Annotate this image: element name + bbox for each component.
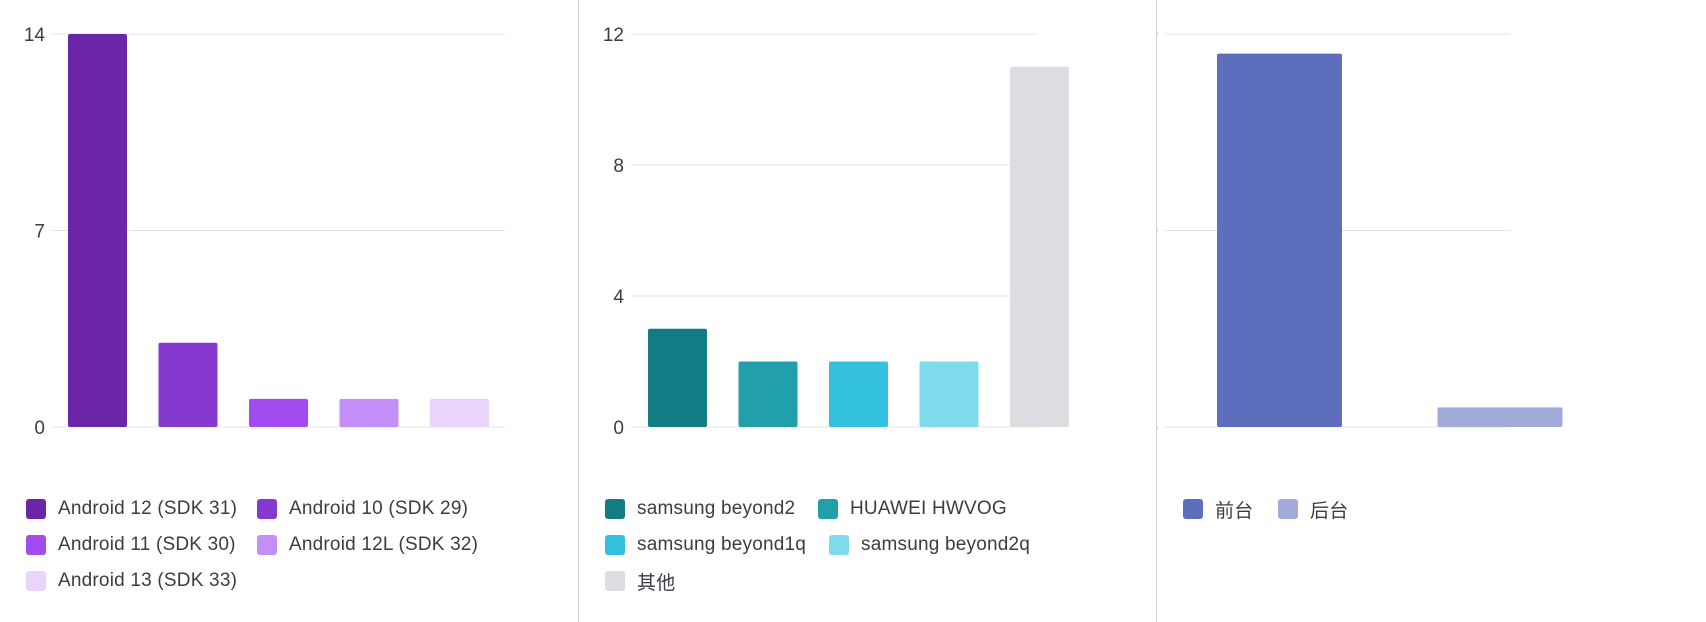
y-tick-label: 0 [613,418,624,439]
bar-android-10-sdk-29-[interactable] [158,342,218,427]
y-tick-label: 0 [34,418,45,439]
bar-其他[interactable] [1010,66,1069,427]
legend-item[interactable]: samsung beyond2 [605,497,795,521]
legend-swatch [1278,499,1298,519]
bar-chart-android-version: 0 7 14 [24,25,505,439]
chart-panel-foreground-background: 0 10 20 前台 后台 [1156,0,1706,622]
legend-label: 后台 [1310,500,1349,522]
y-tick-label: 7 [34,222,45,243]
legend-item[interactable]: 前台 [1183,497,1254,522]
legend-swatch [26,499,46,519]
legend-item[interactable]: Android 12 (SDK 31) [26,497,237,521]
legend-label: Android 10 (SDK 29) [289,498,469,519]
y-tick-label: 20 [1157,25,1158,46]
bar-android-13-sdk-33-[interactable] [430,398,489,427]
bar-samsung-beyond2[interactable] [648,328,707,427]
legend-label: 其他 [637,572,676,594]
chart-panel-android-version: 0 7 14 Android 12 (SDK 31) Android 10 (SDK … [0,0,578,622]
bar-android-12l-sdk-32-[interactable] [339,398,399,427]
chart-panel-device-model: 0 4 8 12 samsung beyond2 HUAWEI HWVOG samsung… [578,0,1157,622]
legend-item[interactable]: Android 10 (SDK 29) [257,497,468,521]
bar-前台[interactable] [1217,53,1342,428]
legend-swatch [605,499,625,519]
legend-item[interactable]: Android 11 (SDK 30) [26,533,236,557]
legend-swatch [26,535,46,555]
legend-label: samsung beyond2q [861,534,1031,555]
legend-swatch [605,571,625,591]
legend-swatch [605,535,625,555]
legend-label: samsung beyond1q [637,534,807,555]
bar-samsung-beyond2q[interactable] [919,361,979,428]
legend-label: samsung beyond2 [637,498,796,519]
y-tick-label: 4 [613,287,624,308]
legend-item[interactable]: samsung beyond1q [605,533,806,557]
legend-label: 前台 [1215,500,1254,522]
legend-item[interactable]: samsung beyond2q [829,533,1030,557]
y-tick-label: 14 [24,25,46,46]
legend-label: Android 12L (SDK 32) [289,534,479,555]
bar-chart-device-model: 0 4 8 12 [603,25,1069,439]
legend-swatch [829,535,849,555]
legend-label: Android 11 (SDK 30) [58,534,236,555]
bar-chart-foreground-background: 0 10 20 [1157,25,1563,439]
legend-item[interactable]: 后台 [1278,497,1349,522]
bar-samsung-beyond1q[interactable] [829,361,888,428]
legend-label: HUAWEI HWVOG [850,498,1007,519]
legend-item[interactable]: HUAWEI HWVOG [818,497,1007,521]
legend-label: Android 13 (SDK 33) [58,570,238,591]
y-tick-label: 0 [1157,418,1158,439]
bar-后台[interactable] [1437,407,1563,427]
legend-swatch [26,571,46,591]
legend-swatch [257,499,277,519]
legend-swatch [818,499,838,519]
legend-item[interactable]: 其他 [605,569,676,594]
legend-swatch [1183,499,1203,519]
bar-android-12-sdk-31-[interactable] [68,34,127,427]
legend-item[interactable]: Android 13 (SDK 33) [26,569,237,593]
y-tick-label: 10 [1157,222,1158,243]
bar-android-11-sdk-30-[interactable] [249,398,308,427]
bar-huawei-hwvog[interactable] [738,361,798,428]
legend-item[interactable]: Android 12L (SDK 32) [257,533,478,557]
legend-label: Android 12 (SDK 31) [58,498,238,519]
y-tick-label: 12 [603,25,624,46]
y-tick-label: 8 [613,156,624,177]
legend-swatch [257,535,277,555]
